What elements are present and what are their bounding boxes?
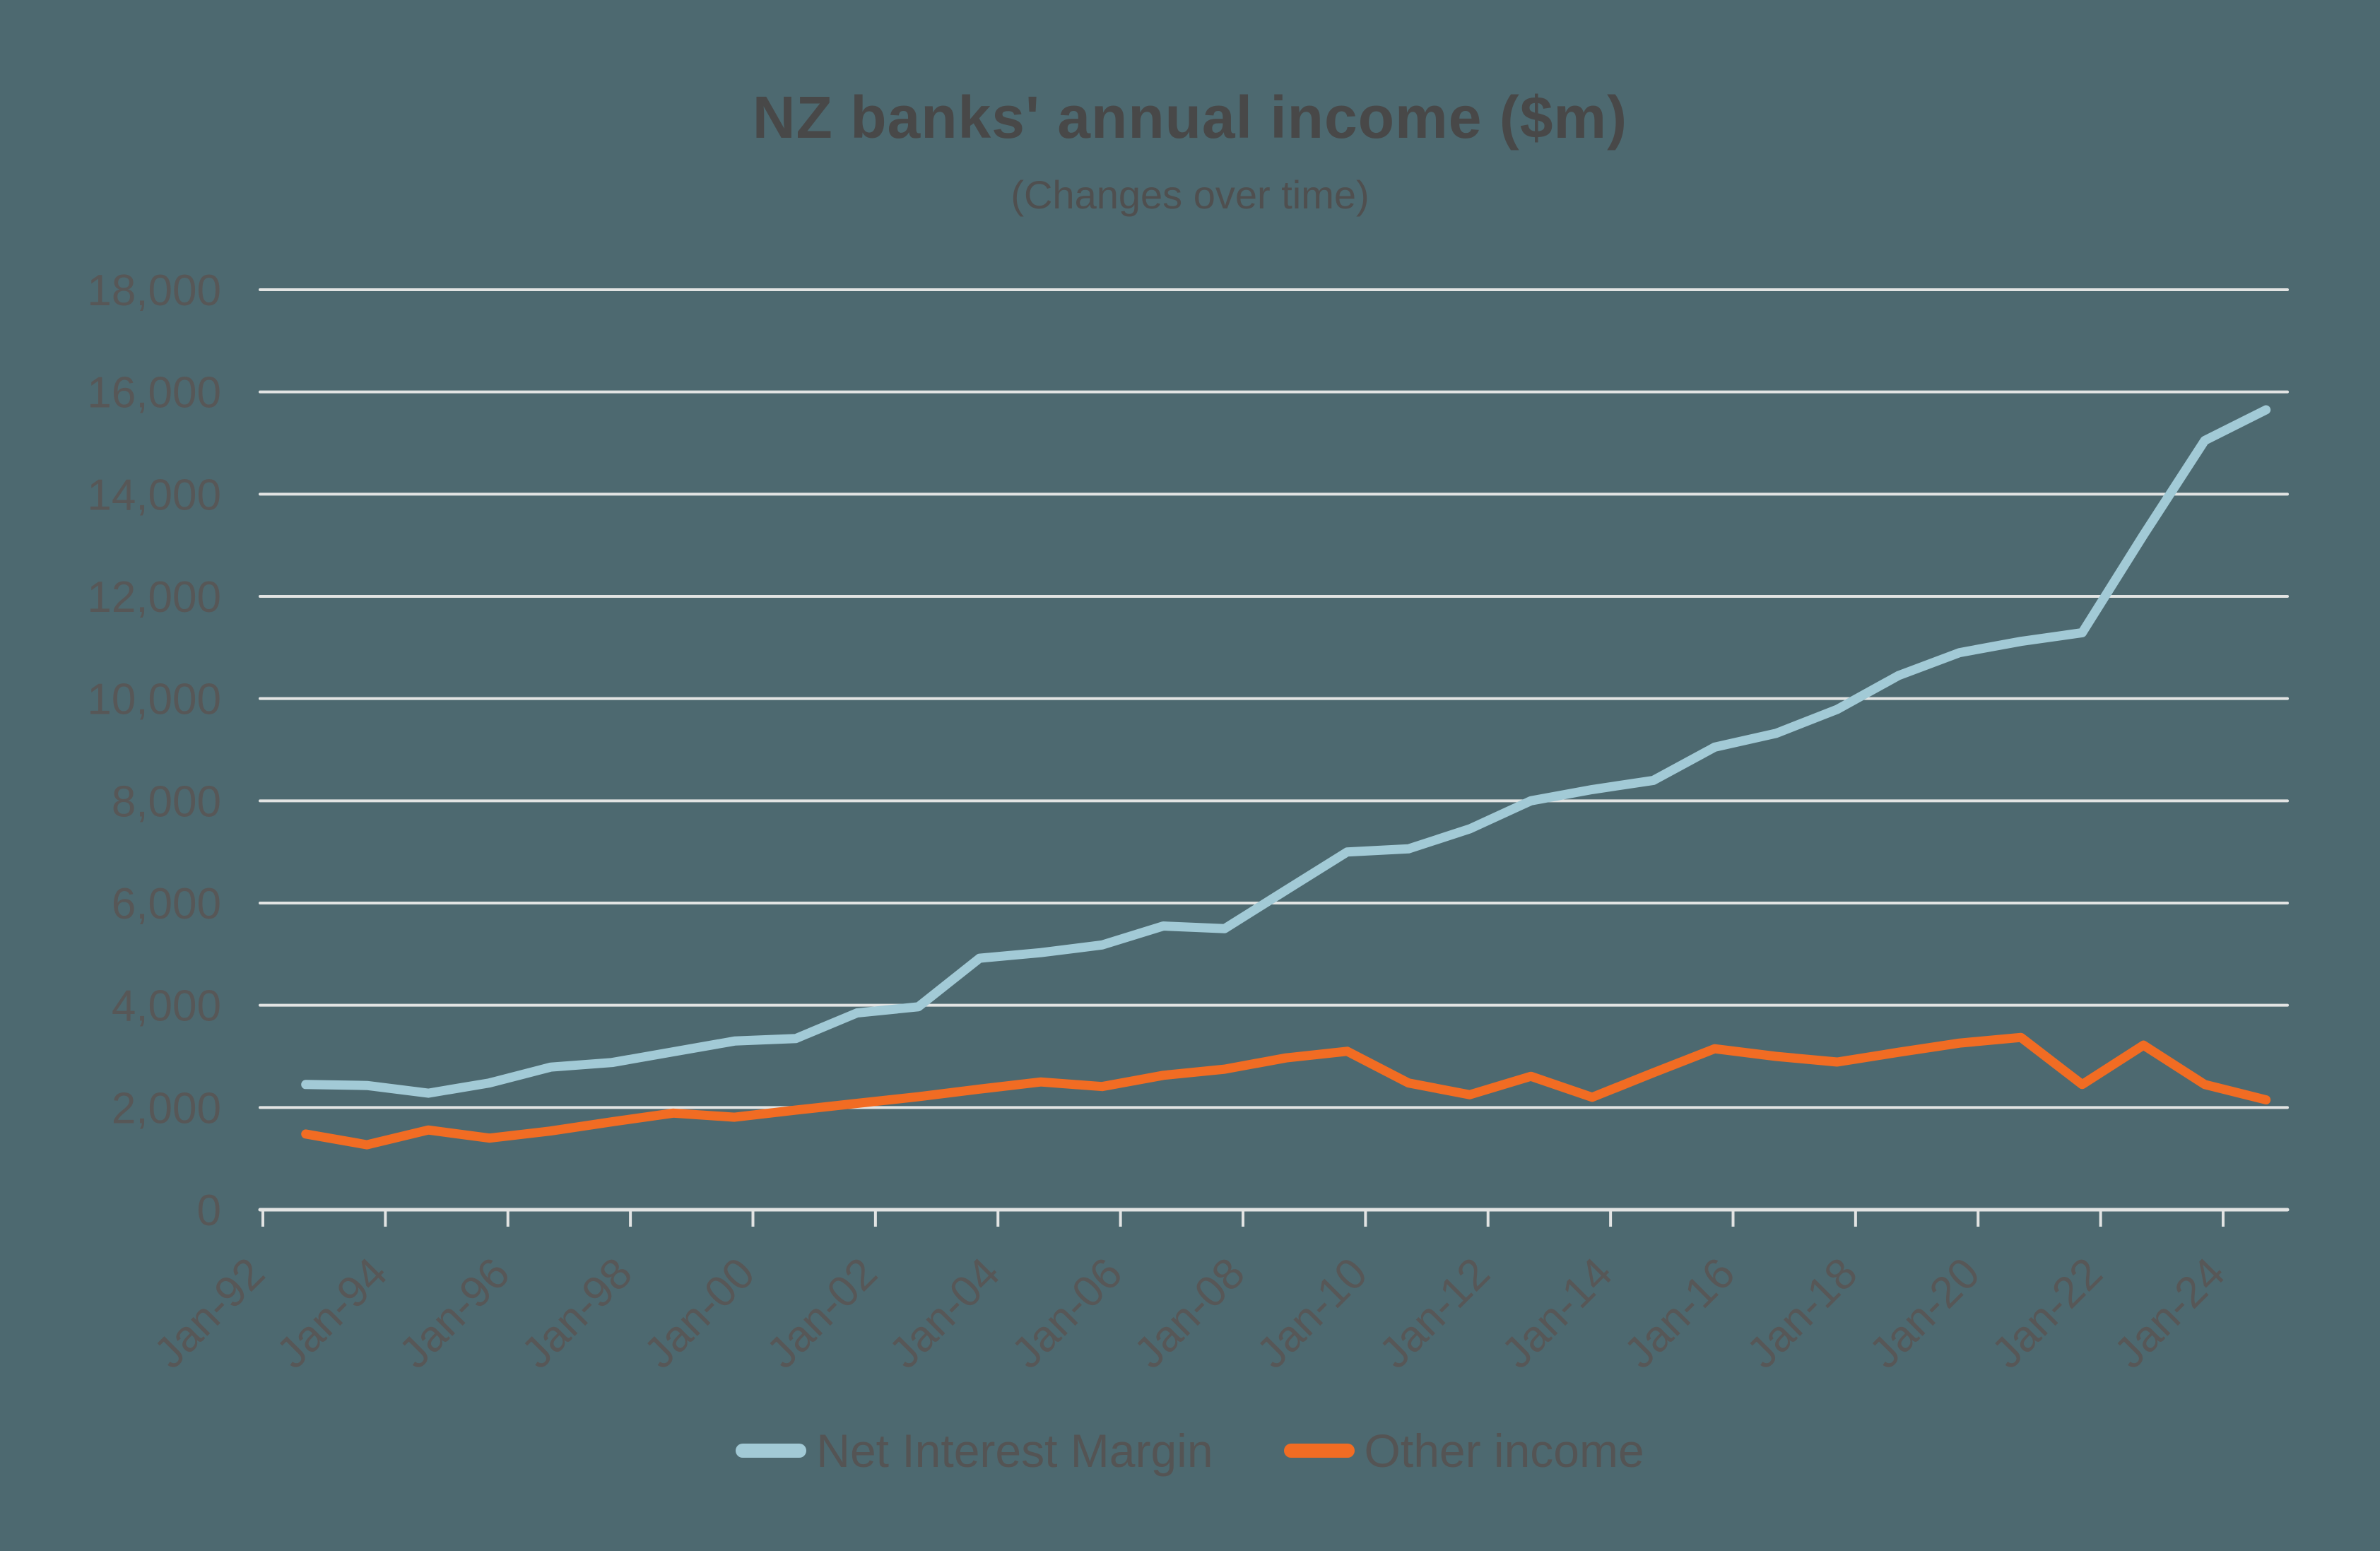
y-tick-label: 12,000 [87,573,221,622]
legend-label-other-income: Other income [1364,1425,1644,1477]
x-tick-label: Jan-02 [758,1249,887,1378]
legend-item-net-interest-margin: Net Interest Margin [736,1424,1213,1478]
other-income-line-swatch [1283,1444,1355,1458]
x-tick-label: Jan-14 [1492,1249,1622,1378]
x-tick-label: Jan-98 [512,1249,642,1378]
legend-item-other-income: Other income [1283,1424,1644,1478]
chart-title: NZ banks' annual income ($m) [752,84,1628,151]
x-tick-label: Jan-94 [267,1249,396,1378]
y-tick-label: 0 [197,1186,221,1235]
x-tick-label: Jan-92 [145,1249,274,1378]
chart-subtitle: (Changes over time) [1011,172,1369,217]
x-tick-label: Jan-96 [390,1249,519,1378]
x-tick-label: Jan-10 [1247,1249,1377,1378]
y-tick-label: 18,000 [87,266,221,315]
other-income-line [301,1032,2271,1150]
y-tick-label: 4,000 [112,982,221,1031]
x-tick-label: Jan-18 [1738,1249,1867,1378]
legend-label-net-interest-margin: Net Interest Margin [816,1425,1213,1477]
y-tick-label: 14,000 [87,471,221,519]
x-tick-label: Jan-00 [635,1249,765,1378]
nim-line-swatch [736,1444,807,1458]
x-tick-label: Jan-24 [2105,1249,2234,1378]
y-tick-label: 8,000 [112,777,221,826]
y-tick-label: 10,000 [87,676,221,724]
x-tick-label: Jan-16 [1615,1249,1745,1378]
x-tick-label: Jan-08 [1125,1249,1254,1378]
x-tick-label: Jan-22 [1983,1249,2112,1378]
x-tick-label: Jan-06 [1003,1249,1132,1378]
y-tick-label: 6,000 [112,880,221,928]
legend: Net Interest Margin Other income [0,1424,2380,1478]
y-tick-label: 2,000 [112,1084,221,1133]
x-tick-label: Jan-20 [1860,1249,1989,1378]
x-tick-label: Jan-12 [1370,1249,1500,1378]
net-interest-margin-line [301,405,2271,1098]
x-tick-label: Jan-04 [880,1249,1009,1378]
y-tick-label: 16,000 [87,369,221,418]
